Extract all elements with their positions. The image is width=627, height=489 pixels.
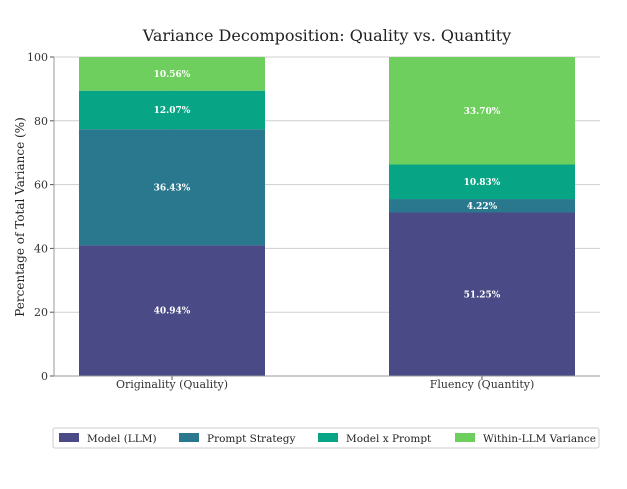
bar-segment [79, 245, 265, 376]
bar-segment [389, 164, 575, 200]
chart-title: Variance Decomposition: Quality vs. Quan… [142, 26, 511, 45]
bar-segment [79, 90, 265, 130]
y-axis-label: Percentage of Total Variance (%) [13, 117, 27, 316]
legend-swatch [455, 433, 475, 442]
bar-segment [389, 212, 575, 376]
bar-segment [389, 57, 575, 165]
data-label: 33.70% [464, 107, 501, 117]
legend-swatch [59, 433, 79, 442]
axes: 0 20 40 60 80 100 Originality (Quality) Fluency… [27, 51, 600, 391]
legend-label: Model x Prompt [346, 433, 432, 445]
data-label: 10.83% [464, 178, 501, 188]
y-tick-label: 100 [27, 51, 48, 64]
bar-segment [79, 57, 265, 91]
legend-label: Prompt Strategy [207, 433, 295, 445]
legend: Model (LLM) Prompt Strategy Model x Prompt… [52, 427, 600, 449]
data-label: 4.22% [467, 202, 498, 212]
x-tick-label: Originality (Quality) [116, 378, 228, 391]
bars: 40.94% 36.43% 12.07% 10.56% 51.25% 4.22% 10.83… [79, 57, 575, 376]
legend-swatch [179, 433, 199, 442]
data-label: 10.56% [154, 70, 191, 80]
legend-label: Within-LLM Variance [483, 433, 596, 445]
data-label: 51.25% [464, 290, 501, 300]
y-tick-label: 80 [34, 115, 48, 128]
y-tick-label: 40 [34, 242, 48, 255]
bar-segment [79, 129, 265, 246]
x-tick-label: Fluency (Quantity) [430, 378, 535, 391]
y-tick-label: 60 [34, 179, 48, 192]
legend-swatch [318, 433, 338, 442]
data-label: 36.43% [154, 183, 191, 193]
y-tick-label: 0 [41, 370, 48, 383]
legend-label: Model (LLM) [87, 433, 157, 445]
data-label: 12.07% [154, 106, 191, 116]
bar-segment [389, 199, 575, 213]
data-label: 40.94% [154, 307, 191, 317]
y-tick-label: 20 [34, 306, 48, 319]
